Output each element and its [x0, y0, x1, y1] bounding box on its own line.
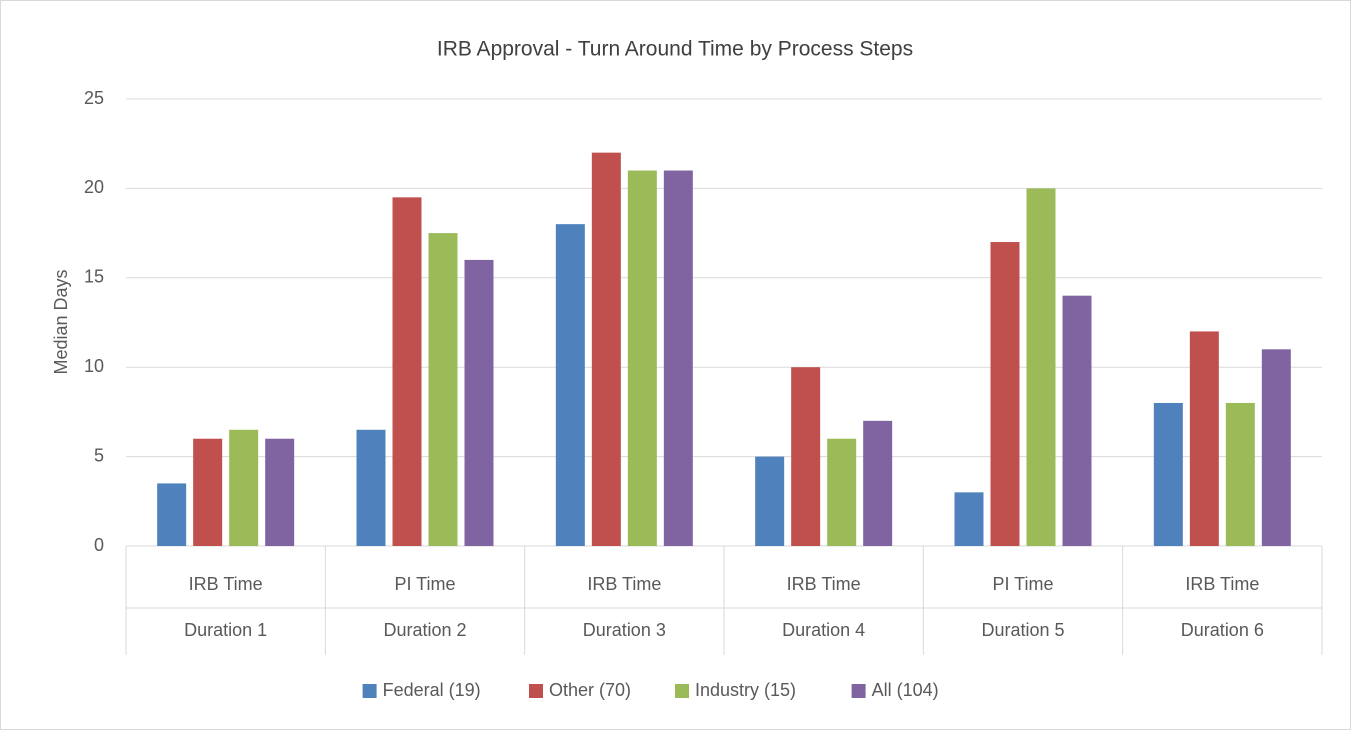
- y-tick-label: 0: [94, 535, 104, 555]
- bar: [555, 224, 585, 546]
- bar: [755, 456, 785, 546]
- x-group-label: Duration 5: [981, 620, 1064, 640]
- x-tick-label: IRB Time: [787, 574, 861, 594]
- bar: [157, 483, 187, 546]
- bar: [954, 492, 984, 546]
- x-tick-label: PI Time: [992, 574, 1053, 594]
- x-tick-label: PI Time: [394, 574, 455, 594]
- y-axis-label: Median Days: [51, 269, 71, 374]
- bar: [265, 438, 295, 546]
- x-group-label: Duration 4: [782, 620, 865, 640]
- y-tick-label: 10: [84, 356, 104, 376]
- legend-swatch: [529, 684, 543, 698]
- bar: [1225, 402, 1255, 546]
- bar: [392, 197, 422, 546]
- bar: [863, 420, 893, 546]
- x-tick-label: IRB Time: [1185, 574, 1259, 594]
- bar: [990, 242, 1020, 547]
- legend-label: Federal (19): [383, 680, 481, 700]
- bar: [1189, 331, 1219, 546]
- legend-swatch: [851, 684, 866, 698]
- bar: [193, 438, 223, 546]
- bar: [356, 429, 386, 546]
- legend-label: Other (70): [549, 680, 631, 700]
- x-tick-label: IRB Time: [587, 574, 661, 594]
- bar: [827, 438, 857, 546]
- legend-label: Industry (15): [695, 680, 796, 700]
- bar: [627, 170, 657, 546]
- bar: [1153, 402, 1183, 546]
- x-group-label: Duration 6: [1181, 620, 1264, 640]
- y-tick-label: 5: [94, 445, 104, 465]
- legend-swatch: [675, 684, 689, 698]
- bar: [791, 367, 821, 546]
- x-tick-label: IRB Time: [189, 574, 263, 594]
- x-group-label: Duration 2: [383, 620, 466, 640]
- y-tick-label: 20: [84, 177, 104, 197]
- bar: [663, 170, 693, 546]
- bar: [428, 233, 458, 546]
- x-group-label: Duration 3: [583, 620, 666, 640]
- bar: [229, 429, 259, 546]
- bar: [1026, 188, 1056, 546]
- bar: [591, 152, 621, 546]
- chart-title: IRB Approval - Turn Around Time by Proce…: [437, 38, 913, 61]
- legend-swatch: [362, 684, 377, 698]
- y-tick-label: 15: [84, 267, 104, 287]
- legend-label: All (104): [872, 680, 939, 700]
- bar: [464, 259, 494, 546]
- bar: [1261, 349, 1291, 546]
- bar: [1062, 295, 1092, 546]
- y-tick-label: 25: [84, 88, 104, 108]
- x-group-label: Duration 1: [184, 620, 267, 640]
